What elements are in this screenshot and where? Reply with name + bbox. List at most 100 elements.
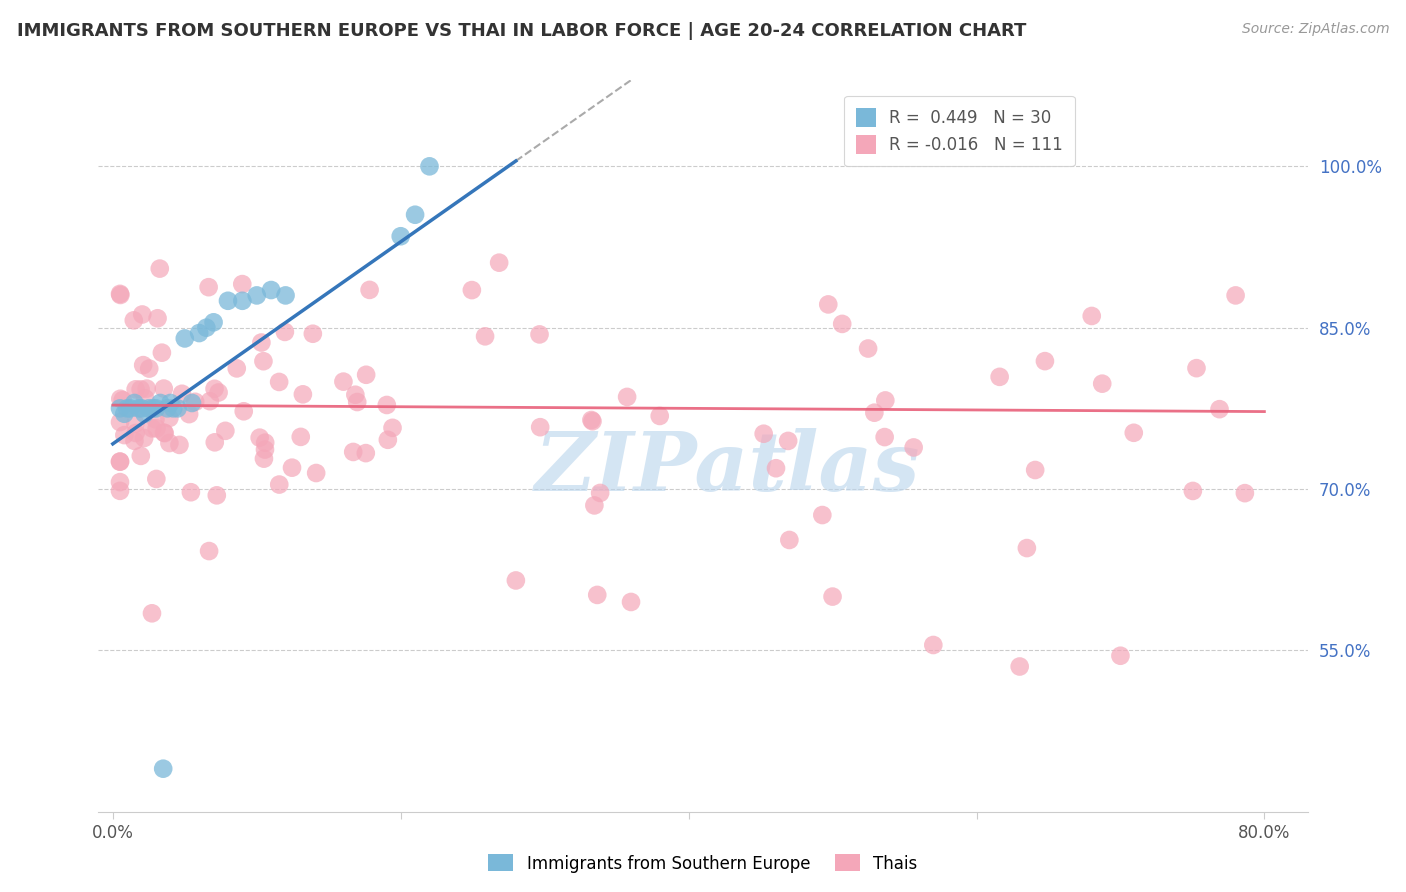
Point [589,486,612,500]
Point [122,313,145,327]
Point [474,329,496,343]
Point [346,395,368,409]
Point [873,430,896,444]
Point [246,288,269,302]
Point [375,398,398,412]
Point [162,401,184,416]
Point [1208,402,1230,417]
Point [461,283,484,297]
Point [141,421,163,435]
Point [249,431,271,445]
Point [195,320,218,334]
Point [232,404,254,418]
Text: Source: ZipAtlas.com: Source: ZipAtlas.com [1241,22,1389,37]
Point [124,382,146,396]
Point [152,382,174,396]
Point [197,280,219,294]
Point [169,438,191,452]
Point [153,426,176,441]
Point [145,472,167,486]
Point [1091,376,1114,391]
Point [145,401,167,416]
Point [179,407,201,421]
Point [253,442,276,457]
Point [112,407,135,421]
Point [166,401,188,416]
Point [821,590,844,604]
Point [254,435,277,450]
Legend: R =  0.449   N = 30, R = -0.016   N = 111: R = 0.449 N = 30, R = -0.016 N = 111 [845,96,1074,166]
Point [157,436,180,450]
Point [198,394,221,409]
Point [1225,288,1247,302]
Point [141,607,163,621]
Point [1033,354,1056,368]
Point [108,483,131,498]
Point [856,342,879,356]
Point [108,286,131,301]
Point [225,361,247,376]
Point [153,425,176,440]
Point [583,499,606,513]
Point [108,401,131,416]
Point [207,385,229,400]
Point [146,311,169,326]
Point [204,382,226,396]
Point [145,412,167,426]
Point [112,428,135,442]
Point [250,335,273,350]
Point [342,445,364,459]
Point [817,297,839,311]
Point [110,288,132,302]
Point [752,426,775,441]
Point [129,383,152,397]
Point [291,387,314,401]
Point [134,431,156,445]
Point [1024,463,1046,477]
Point [214,424,236,438]
Point [132,358,155,372]
Point [1080,309,1102,323]
Point [149,396,172,410]
Point [157,411,180,425]
Point [231,277,253,291]
Point [354,368,377,382]
Point [198,544,221,558]
Point [778,533,800,547]
Point [120,401,142,416]
Point [108,475,131,489]
Text: ZIPatlas: ZIPatlas [534,428,920,508]
Point [108,455,131,469]
Point [529,420,551,434]
Point [135,382,157,396]
Point [290,430,312,444]
Point [344,388,367,402]
Legend: Immigrants from Southern Europe, Thais: Immigrants from Southern Europe, Thais [482,847,924,880]
Point [115,401,138,416]
Point [274,325,297,339]
Point [302,326,325,341]
Point [1181,483,1204,498]
Point [184,394,207,409]
Point [124,434,146,448]
Point [1109,648,1132,663]
Point [377,433,399,447]
Point [274,288,297,302]
Point [111,393,134,408]
Point [131,308,153,322]
Point [404,208,426,222]
Point [217,293,239,308]
Point [778,434,800,448]
Point [381,421,404,435]
Point [811,508,834,522]
Point [152,762,174,776]
Point [1233,486,1256,500]
Point [581,413,603,427]
Point [488,255,510,269]
Point [389,229,412,244]
Point [875,393,897,408]
Point [150,345,173,359]
Point [204,435,226,450]
Point [134,392,156,406]
Point [231,293,253,308]
